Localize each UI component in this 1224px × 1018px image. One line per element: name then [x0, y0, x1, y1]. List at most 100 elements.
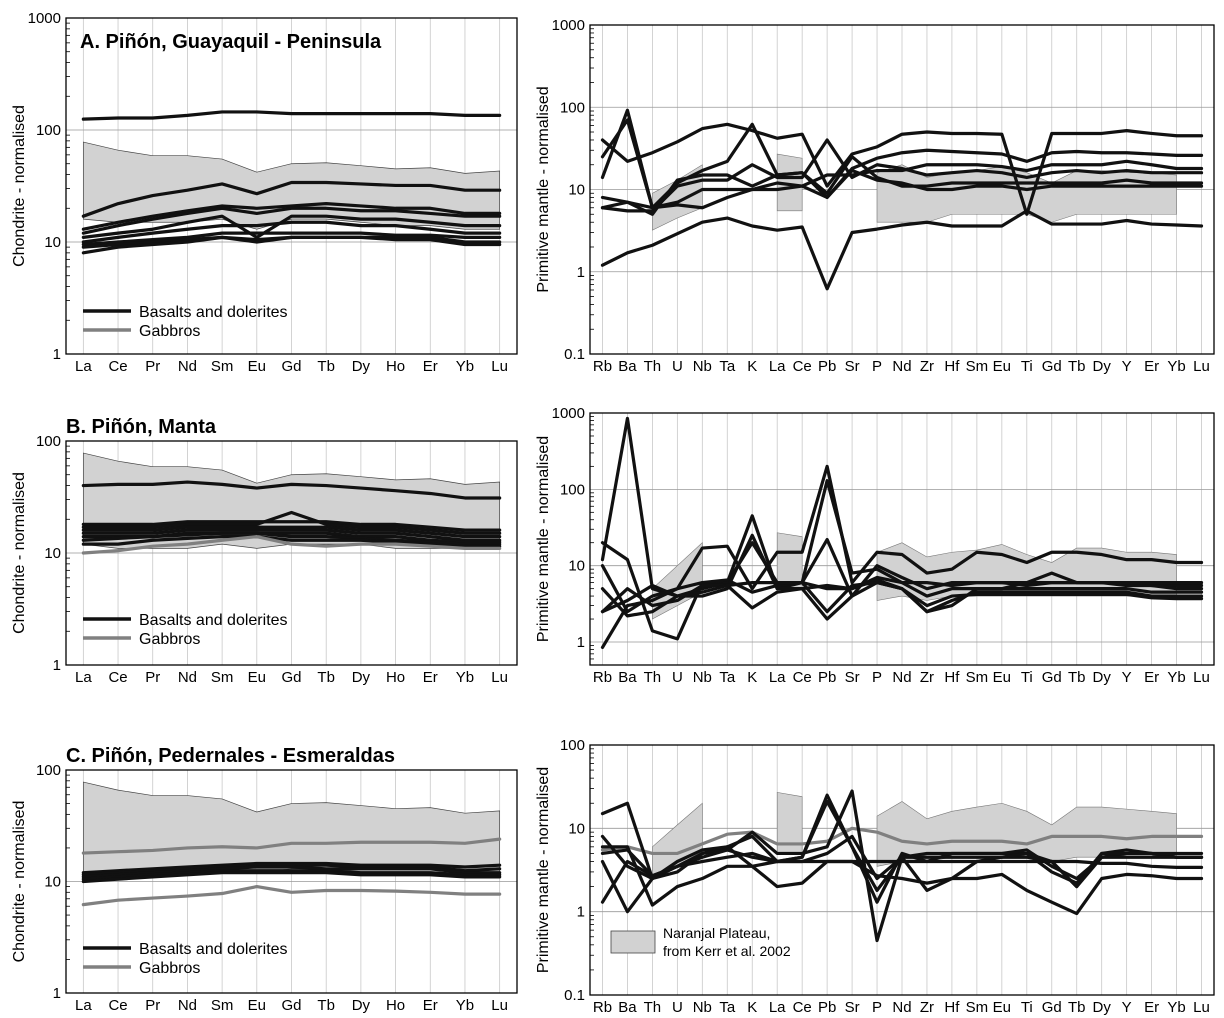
basalt-series-line: [81, 231, 502, 247]
x-tick-label: Ho: [386, 669, 405, 686]
x-tick-label: Zr: [920, 358, 934, 375]
basalt-series-line: [600, 537, 1204, 650]
x-tick-label: Th: [644, 669, 662, 686]
basalt-series-line: [81, 863, 502, 877]
basalt-series-line: [600, 138, 1204, 213]
basalt-series-line: [81, 869, 502, 881]
x-tick-label: Er: [423, 669, 438, 686]
x-tick-label: Zr: [920, 669, 934, 686]
legend: Naranjal Plateau, from Kerr et al. 2002: [610, 925, 791, 959]
x-tick-label: Gd: [281, 358, 301, 375]
x-tick-label: Lu: [491, 358, 508, 375]
x-tick-label: La: [75, 669, 92, 686]
x-tick-label: Nd: [892, 669, 911, 686]
x-tick-label: Sm: [966, 999, 989, 1016]
x-tick-label: Yb: [456, 358, 474, 375]
basalt-series-line: [81, 235, 502, 255]
x-tick-label: Pb: [818, 999, 836, 1016]
basalt-series-line: [600, 209, 1204, 291]
x-tick-label: Yb: [456, 997, 474, 1014]
x-tick-label: K: [747, 358, 757, 375]
legend: Basalts and dolerites Gabbros: [83, 941, 288, 977]
x-tick-label: Ti: [1021, 669, 1033, 686]
y-tick-label: 10: [44, 874, 61, 891]
basalt-series-line: [81, 528, 502, 542]
x-tick-label: Ce: [793, 358, 812, 375]
basalt-series-line: [81, 871, 502, 884]
reference-field: [776, 532, 803, 589]
x-tick-label: P: [872, 669, 882, 686]
plot-frame: [589, 24, 1215, 355]
x-tick-label: La: [75, 997, 92, 1014]
x-tick-label: Pr: [145, 358, 160, 375]
basalt-series-line: [81, 510, 502, 535]
x-tick-label: Dy: [1093, 999, 1112, 1016]
x-tick-label: Sr: [845, 669, 860, 686]
x-tick-label: Rb: [593, 669, 612, 686]
plot-frame: [65, 769, 518, 994]
x-tick-label: Tb: [317, 358, 335, 375]
y-axis-label: Chondrite - normalised: [11, 472, 28, 634]
basalt-series-line: [81, 180, 502, 218]
reference-field: [876, 164, 1177, 223]
basalt-series-line: [81, 206, 502, 235]
x-tick-label: Yb: [1167, 358, 1185, 375]
x-tick-label: Tb: [317, 669, 335, 686]
x-tick-label: Eu: [248, 669, 266, 686]
x-tick-label: U: [672, 669, 683, 686]
x-tick-label: Gd: [1042, 358, 1062, 375]
x-tick-label: Sm: [211, 669, 234, 686]
panel-title: C. Piñón, Pedernales - Esmeraldas: [66, 745, 395, 767]
gabbro-series-line: [81, 535, 502, 555]
x-tick-label: Y: [1122, 358, 1132, 375]
y-tick-label: 1: [53, 657, 61, 674]
gabbro-series-line: [81, 837, 502, 855]
x-tick-label: Nb: [693, 999, 712, 1016]
x-tick-label: Yb: [1167, 999, 1185, 1016]
x-tick-label: K: [747, 669, 757, 686]
y-tick-label: 10: [568, 558, 585, 575]
panel-B-spider: Rb Ba Th U Nb Ta K La Ce Pb Sr P Nd Zr Hf Sm Eu Ti Gd Tb Dy Y…: [535, 405, 1215, 686]
y-tick-label: 1: [53, 346, 61, 363]
y-axis-label: Primitive mantle - normalised: [535, 86, 552, 292]
legend-basalt-label: Basalts and dolerites: [139, 612, 288, 629]
x-tick-label: Pb: [818, 358, 836, 375]
x-tick-label: Nd: [892, 358, 911, 375]
x-tick-label: Ba: [618, 999, 637, 1016]
x-tick-label: Er: [1144, 669, 1159, 686]
y-tick-label: 1000: [28, 10, 61, 27]
x-tick-label: Ce: [108, 669, 127, 686]
x-tick-label: Ho: [386, 997, 405, 1014]
legend-field-swatch: [610, 930, 656, 954]
y-tick-label: 1: [577, 904, 585, 921]
y-tick-label: 1000: [552, 405, 585, 422]
x-tick-label: Hf: [944, 999, 960, 1016]
x-tick-label: Gd: [281, 669, 301, 686]
plot-frame: [65, 17, 518, 355]
x-tick-label: Lu: [491, 669, 508, 686]
reference-field: [776, 153, 803, 212]
x-tick-label: Yb: [456, 669, 474, 686]
x-tick-label: Ti: [1021, 358, 1033, 375]
x-tick-label: Rb: [593, 999, 612, 1016]
x-tick-label: Eu: [993, 999, 1011, 1016]
x-tick-label: Lu: [1193, 358, 1210, 375]
x-tick-label: Sr: [845, 999, 860, 1016]
x-tick-label: Tb: [1068, 999, 1086, 1016]
x-tick-label: Sm: [966, 358, 989, 375]
x-tick-label: Er: [423, 358, 438, 375]
y-tick-label: 100: [36, 122, 61, 139]
y-tick-label: 10: [568, 820, 585, 837]
panel-A-ree: La Ce Pr Nd Sm Eu Gd Tb Dy Ho Er Yb Lu 1 10 100 1000 Chon…: [11, 10, 518, 375]
x-tick-label: Tb: [1068, 669, 1086, 686]
y-tick-label: 1: [577, 634, 585, 651]
basalt-series-line: [81, 531, 502, 546]
panel-title: A. Piñón, Guayaquil - Peninsula: [80, 31, 382, 53]
basalt-series-line: [81, 220, 502, 244]
y-axis-label: Chondrite - normalised: [11, 105, 28, 267]
legend-basalt-label: Basalts and dolerites: [139, 941, 288, 958]
legend-gabbro-label: Gabbros: [139, 323, 200, 340]
x-tick-label: Sm: [211, 358, 234, 375]
x-tick-label: Ta: [719, 999, 736, 1016]
legend: Basalts and dolerites Gabbros: [83, 612, 288, 648]
